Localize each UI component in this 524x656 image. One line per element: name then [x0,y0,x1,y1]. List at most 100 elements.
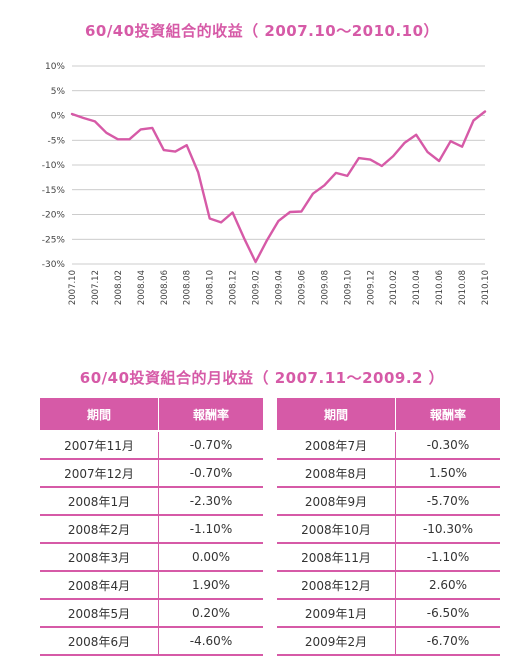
x-tick-label: 2009.08 [320,270,330,305]
period-cell: 2009年2月 [277,628,396,656]
data-point [323,184,326,187]
period-cell: 2008年11月 [277,544,396,572]
period-cell: 2008年12月 [277,572,396,600]
data-point [71,113,73,115]
data-point [357,157,360,159]
data-point [82,117,85,119]
y-tick-label: -10% [42,161,66,171]
line-chart: 10% 5% 0% -5% -10% -15% -20% -25% -30%2007.10 200… [42,62,491,305]
period-cell: 2008年6月 [40,628,159,656]
table-row: 2008年12月 2.60% [277,572,500,600]
x-tick-label: 2008.02 [114,270,124,305]
data-point [208,217,211,220]
x-tick-label: 2008.06 [160,270,170,305]
return-header: 報酬率 [396,398,500,432]
table-row: 2007年11月 -0.70% [40,432,263,460]
x-tick-label: 2008.08 [183,270,193,305]
period-cell: 2008年9月 [277,488,396,516]
period-cell: 2008年1月 [40,488,159,516]
table-row: 2007年12月 -0.70% [40,460,263,488]
table-row: 2008年9月 -5.70% [277,488,500,516]
table-row: 2008年4月 1.90% [40,572,263,600]
return-cell: -2.30% [159,488,263,516]
table-row: 2009年1月 -6.50% [277,600,500,628]
period-cell: 2008年10月 [277,516,396,544]
data-point [334,172,337,174]
y-tick-label: 0% [51,112,66,122]
data-point [449,140,452,143]
data-point [415,133,418,136]
return-cell: -0.30% [396,432,500,460]
return-cell: 1.90% [159,572,263,600]
data-point [197,171,200,174]
data-point [392,155,395,157]
x-tick-label: 2007.10 [68,270,78,305]
table-header-row: 期間 報酬率 [277,398,500,432]
period-cell: 2007年12月 [40,460,159,488]
period-cell: 2007年11月 [40,432,159,460]
data-point [254,261,257,263]
data-point [243,237,245,240]
y-tick-label: -25% [42,235,66,245]
data-point [312,192,314,195]
data-point [277,220,280,222]
data-point [403,141,406,144]
data-point [266,239,268,242]
returns-table-left: 期間 報酬率 2007年11月 -0.70% 2007年12月 -0.70% 200… [40,398,263,656]
data-point [162,149,165,152]
data-point [484,110,486,113]
y-tick-label: 5% [51,87,66,97]
table-row: 2008年1月 -2.30% [40,488,263,516]
data-point [289,211,291,213]
return-cell: -6.70% [396,628,500,656]
data-point [174,150,177,153]
period-cell: 2009年1月 [277,600,396,628]
x-tick-label: 2009.02 [252,270,262,305]
period-cell: 2008年7月 [277,432,396,460]
table-row: 2008年6月 -4.60% [40,628,263,656]
data-point [220,221,223,224]
return-cell: -1.10% [396,544,500,572]
x-tick-label: 2007.12 [91,270,101,305]
x-tick-label: 2010.08 [458,270,468,305]
x-tick-label: 2009.06 [297,270,307,305]
table-title: 60/40投資組合的月收益（ 2007.11～2009.2 ） [79,369,445,387]
return-cell: -0.70% [159,460,263,488]
return-cell: -6.50% [396,600,500,628]
period-cell: 2008年2月 [40,516,159,544]
return-cell: 2.60% [396,572,500,600]
x-tick-label: 2009.10 [343,270,353,305]
table-row: 2008年11月 -1.10% [277,544,500,572]
data-point [105,131,108,134]
data-point [116,138,119,141]
data-point [472,119,475,122]
data-point [94,120,96,123]
table-row: 2008年7月 -0.30% [277,432,500,460]
data-point [185,144,188,147]
data-point [346,174,349,177]
period-cell: 2008年8月 [277,460,396,488]
table-row: 2008年10月 -10.30% [277,516,500,544]
returns-table-right: 期間 報酬率 2008年7月 -0.30% 2008年8月 1.50% 2008年9… [277,398,500,656]
table-header-row: 期間 報酬率 [40,398,263,432]
x-tick-label: 2010.10 [481,270,491,305]
return-cell: -5.70% [396,488,500,516]
data-point [369,158,372,161]
period-header: 期間 [40,398,159,432]
table-row: 2008年8月 1.50% [277,460,500,488]
table-row: 2008年2月 -1.10% [40,516,263,544]
x-tick-label: 2008.04 [137,270,147,305]
return-cell: -10.30% [396,516,500,544]
x-tick-label: 2008.12 [229,270,239,305]
return-header: 報酬率 [159,398,263,432]
table-row: 2008年5月 0.20% [40,600,263,628]
data-point [380,165,383,167]
period-cell: 2008年4月 [40,572,159,600]
y-tick-label: 10% [45,62,65,72]
y-tick-label: -15% [42,186,66,196]
return-cell: -4.60% [159,628,263,656]
return-cell: 0.20% [159,600,263,628]
table-row: 2008年3月 0.00% [40,544,263,572]
data-point [139,128,142,131]
data-point [426,151,429,154]
